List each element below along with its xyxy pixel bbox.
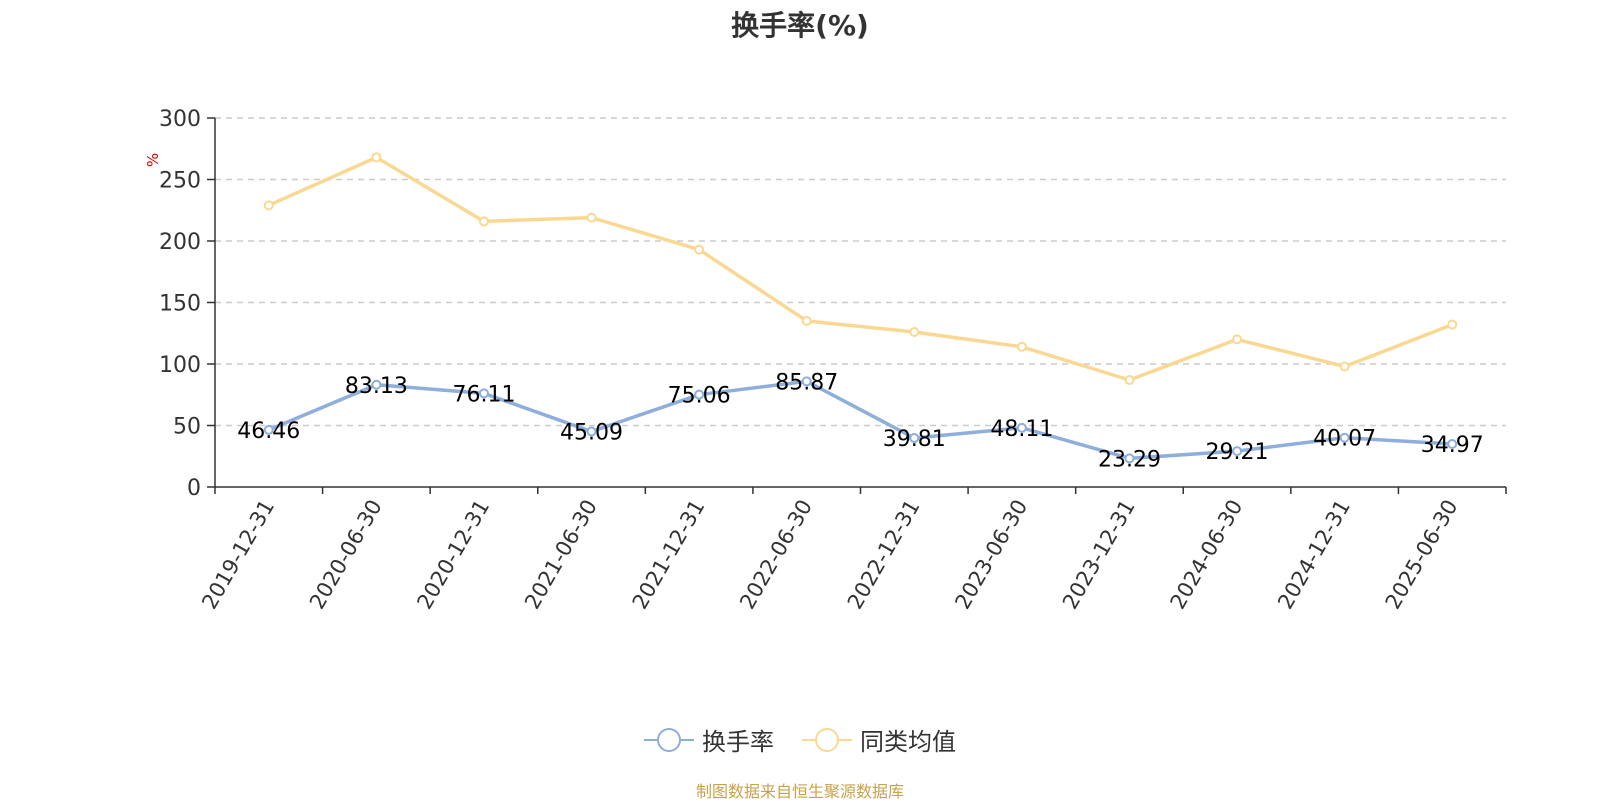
data-label-9: 29.21: [1206, 440, 1269, 465]
series-0-point-5: [801, 376, 812, 387]
data-label-4: 75.06: [668, 384, 731, 409]
y-tick-label-50: 50: [173, 415, 201, 440]
data-source-note: 制图数据来自恒生聚源数据库: [695, 782, 904, 801]
series-1-point-6: [909, 327, 920, 338]
legend-swatch-turnover-icon: [644, 726, 694, 754]
x-tick-label-2024-12-31: 2024-12-31: [1273, 496, 1355, 614]
y-tick-label-250: 250: [159, 169, 201, 194]
series-1-point-8: [1124, 374, 1135, 385]
series-0-point-4: [694, 389, 705, 400]
series-1-point-4: [694, 244, 705, 255]
series-1-point-0: [263, 200, 274, 211]
legend: 换手率 同类均值: [0, 722, 1600, 757]
legend-swatch-peer-average-icon: [802, 726, 852, 754]
legend-item-peer-average[interactable]: 同类均值: [802, 722, 956, 757]
y-tick-label-200: 200: [159, 230, 201, 255]
x-tick-label-2020-12-31: 2020-12-31: [412, 496, 494, 614]
data-label-3: 45.09: [560, 421, 623, 446]
series-0-point-10: [1339, 432, 1350, 443]
series-1-point-1: [371, 152, 382, 163]
y-axis-unit-label: %: [144, 153, 162, 167]
data-label-5: 85.87: [775, 370, 838, 395]
x-tick-label-2021-12-31: 2021-12-31: [628, 496, 710, 614]
chart-title: 换手率(%): [731, 9, 869, 42]
series-line-0: [268, 379, 1453, 461]
x-tick-label-2022-06-30: 2022-06-30: [735, 496, 817, 614]
data-label-8: 23.29: [1098, 447, 1161, 472]
data-label-1: 83.13: [345, 374, 408, 399]
data-label-7: 48.11: [990, 417, 1053, 442]
series-0-point-8: [1124, 453, 1135, 464]
data-label-10: 40.07: [1313, 427, 1376, 452]
series-0-point-11: [1447, 438, 1458, 449]
legend-label-turnover: 换手率: [702, 728, 774, 756]
series-0-point-2: [478, 388, 489, 399]
data-label-0: 46.46: [237, 419, 300, 444]
series-0-point-7: [1016, 422, 1027, 433]
legend-label-peer-average: 同类均值: [860, 728, 956, 756]
y-tick-label-150: 150: [159, 292, 201, 317]
series-1-point-3: [586, 212, 597, 223]
x-tick-label-2023-06-30: 2023-06-30: [950, 496, 1032, 614]
series-1-point-5: [801, 315, 812, 326]
y-tick-label-300: 300: [159, 107, 201, 132]
x-tick-label-2023-12-31: 2023-12-31: [1058, 496, 1140, 614]
data-label-11: 34.97: [1421, 433, 1484, 458]
data-label-6: 39.81: [883, 427, 946, 452]
y-tick-label-100: 100: [159, 353, 201, 378]
x-tick-label-2022-12-31: 2022-12-31: [843, 496, 925, 614]
x-tick-label-2025-06-30: 2025-06-30: [1381, 496, 1463, 614]
series-0-point-9: [1232, 446, 1243, 457]
series-line-1: [268, 155, 1453, 382]
series-1-point-9: [1232, 334, 1243, 345]
series-0-point-1: [371, 379, 382, 390]
legend-item-turnover[interactable]: 换手率: [644, 722, 774, 757]
y-tick-label-0: 0: [187, 476, 201, 501]
series-0-point-0: [263, 424, 274, 435]
x-tick-label-2024-06-30: 2024-06-30: [1166, 496, 1248, 614]
series-1-point-7: [1016, 341, 1027, 352]
series-0-point-6: [909, 433, 920, 444]
series-1-point-10: [1339, 361, 1350, 372]
series-1-point-2: [478, 216, 489, 227]
x-tick-label-2020-06-30: 2020-06-30: [305, 496, 387, 614]
x-tick-label-2021-06-30: 2021-06-30: [520, 496, 602, 614]
series-1-point-11: [1447, 319, 1458, 330]
data-label-2: 76.11: [452, 382, 515, 407]
x-tick-label-2019-12-31: 2019-12-31: [197, 496, 279, 614]
series-0-point-3: [586, 426, 597, 437]
